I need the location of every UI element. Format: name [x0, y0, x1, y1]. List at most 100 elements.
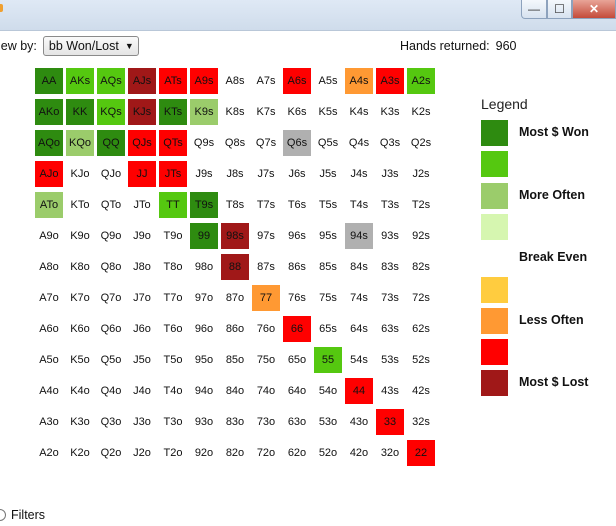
hand-cell-66[interactable]: 66 — [283, 316, 311, 342]
hand-cell-k5s[interactable]: K5s — [314, 99, 342, 125]
hand-cell-j9s[interactable]: J9s — [190, 161, 218, 187]
hand-cell-75s[interactable]: 75s — [314, 285, 342, 311]
hand-cell-53s[interactable]: 53s — [376, 347, 404, 373]
hand-cell-65o[interactable]: 65o — [283, 347, 311, 373]
hand-cell-87s[interactable]: 87s — [252, 254, 280, 280]
hand-cell-j4o[interactable]: J4o — [128, 378, 156, 404]
hand-cell-82o[interactable]: 82o — [221, 440, 249, 466]
hand-cell-q8s[interactable]: Q8s — [221, 130, 249, 156]
hand-cell-a7s[interactable]: A7s — [252, 68, 280, 94]
hand-cell-62o[interactable]: 62o — [283, 440, 311, 466]
hand-cell-73s[interactable]: 73s — [376, 285, 404, 311]
hand-cell-j5s[interactable]: J5s — [314, 161, 342, 187]
hand-cell-22[interactable]: 22 — [407, 440, 435, 466]
hand-cell-j3s[interactable]: J3s — [376, 161, 404, 187]
hand-cell-63s[interactable]: 63s — [376, 316, 404, 342]
hand-cell-a5o[interactable]: A5o — [35, 347, 63, 373]
hand-cell-j5o[interactable]: J5o — [128, 347, 156, 373]
hand-cell-94s[interactable]: 94s — [345, 223, 373, 249]
hand-cell-j7s[interactable]: J7s — [252, 161, 280, 187]
hand-cell-aa[interactable]: AA — [35, 68, 63, 94]
hand-cell-k7o[interactable]: K7o — [66, 285, 94, 311]
hand-cell-aks[interactable]: AKs — [66, 68, 94, 94]
hand-cell-ajo[interactable]: AJo — [35, 161, 63, 187]
hand-cell-a2s[interactable]: A2s — [407, 68, 435, 94]
hand-cell-72o[interactable]: 72o — [252, 440, 280, 466]
hand-cell-qto[interactable]: QTo — [97, 192, 125, 218]
hand-cell-q7o[interactable]: Q7o — [97, 285, 125, 311]
hand-cell-k2o[interactable]: K2o — [66, 440, 94, 466]
hand-cell-q9o[interactable]: Q9o — [97, 223, 125, 249]
close-button[interactable]: ✕ — [572, 0, 616, 19]
hand-cell-96o[interactable]: 96o — [190, 316, 218, 342]
hand-cell-72s[interactable]: 72s — [407, 285, 435, 311]
hand-cell-64s[interactable]: 64s — [345, 316, 373, 342]
hand-cell-94o[interactable]: 94o — [190, 378, 218, 404]
hand-cell-74o[interactable]: 74o — [252, 378, 280, 404]
hand-cell-75o[interactable]: 75o — [252, 347, 280, 373]
hand-cell-k6s[interactable]: K6s — [283, 99, 311, 125]
hand-cell-q4o[interactable]: Q4o — [97, 378, 125, 404]
view-by-dropdown[interactable]: bb Won/Lost ▼ — [42, 36, 139, 56]
hand-cell-jts[interactable]: JTs — [159, 161, 187, 187]
hand-cell-88[interactable]: 88 — [221, 254, 249, 280]
hand-cell-kto[interactable]: KTo — [66, 192, 94, 218]
hand-cell-kqo[interactable]: KQo — [66, 130, 94, 156]
hand-cell-q5s[interactable]: Q5s — [314, 130, 342, 156]
hand-cell-t3o[interactable]: T3o — [159, 409, 187, 435]
hand-cell-76o[interactable]: 76o — [252, 316, 280, 342]
hand-cell-83o[interactable]: 83o — [221, 409, 249, 435]
hand-cell-k6o[interactable]: K6o — [66, 316, 94, 342]
hand-cell-jto[interactable]: JTo — [128, 192, 156, 218]
hand-cell-86o[interactable]: 86o — [221, 316, 249, 342]
hand-cell-43s[interactable]: 43s — [376, 378, 404, 404]
hand-cell-t6s[interactable]: T6s — [283, 192, 311, 218]
hand-cell-97o[interactable]: 97o — [190, 285, 218, 311]
hand-cell-93s[interactable]: 93s — [376, 223, 404, 249]
hand-cell-a9o[interactable]: A9o — [35, 223, 63, 249]
hand-cell-62s[interactable]: 62s — [407, 316, 435, 342]
hand-cell-t7s[interactable]: T7s — [252, 192, 280, 218]
hand-cell-k3s[interactable]: K3s — [376, 99, 404, 125]
hand-cell-82s[interactable]: 82s — [407, 254, 435, 280]
hand-cell-98s[interactable]: 98s — [221, 223, 249, 249]
hand-cell-t4s[interactable]: T4s — [345, 192, 373, 218]
hand-cell-63o[interactable]: 63o — [283, 409, 311, 435]
hand-cell-j7o[interactable]: J7o — [128, 285, 156, 311]
hand-cell-83s[interactable]: 83s — [376, 254, 404, 280]
hand-cell-ats[interactable]: ATs — [159, 68, 187, 94]
hand-cell-j8o[interactable]: J8o — [128, 254, 156, 280]
hand-cell-k9s[interactable]: K9s — [190, 99, 218, 125]
hand-cell-a6o[interactable]: A6o — [35, 316, 63, 342]
hand-cell-84o[interactable]: 84o — [221, 378, 249, 404]
hand-cell-a7o[interactable]: A7o — [35, 285, 63, 311]
hand-cell-jj[interactable]: JJ — [128, 161, 156, 187]
hand-cell-kjs[interactable]: KJs — [128, 99, 156, 125]
hand-cell-77[interactable]: 77 — [252, 285, 280, 311]
hand-cell-t8s[interactable]: T8s — [221, 192, 249, 218]
hand-cell-ajs[interactable]: AJs — [128, 68, 156, 94]
hand-cell-t8o[interactable]: T8o — [159, 254, 187, 280]
hand-cell-k4s[interactable]: K4s — [345, 99, 373, 125]
hand-cell-t4o[interactable]: T4o — [159, 378, 187, 404]
hand-cell-54s[interactable]: 54s — [345, 347, 373, 373]
hand-cell-99[interactable]: 99 — [190, 223, 218, 249]
hand-cell-q5o[interactable]: Q5o — [97, 347, 125, 373]
hand-cell-q3o[interactable]: Q3o — [97, 409, 125, 435]
hand-cell-92s[interactable]: 92s — [407, 223, 435, 249]
hand-cell-96s[interactable]: 96s — [283, 223, 311, 249]
hand-cell-j8s[interactable]: J8s — [221, 161, 249, 187]
hand-cell-k8s[interactable]: K8s — [221, 99, 249, 125]
hand-cell-65s[interactable]: 65s — [314, 316, 342, 342]
hand-cell-qts[interactable]: QTs — [159, 130, 187, 156]
hand-cell-t9s[interactable]: T9s — [190, 192, 218, 218]
maximize-button[interactable]: ☐ — [547, 0, 572, 19]
hand-cell-j2s[interactable]: J2s — [407, 161, 435, 187]
hand-cell-t5s[interactable]: T5s — [314, 192, 342, 218]
hand-cell-85o[interactable]: 85o — [221, 347, 249, 373]
hand-cell-a9s[interactable]: A9s — [190, 68, 218, 94]
hand-cell-ako[interactable]: AKo — [35, 99, 63, 125]
hand-cell-74s[interactable]: 74s — [345, 285, 373, 311]
hand-cell-32o[interactable]: 32o — [376, 440, 404, 466]
hand-cell-a8s[interactable]: A8s — [221, 68, 249, 94]
